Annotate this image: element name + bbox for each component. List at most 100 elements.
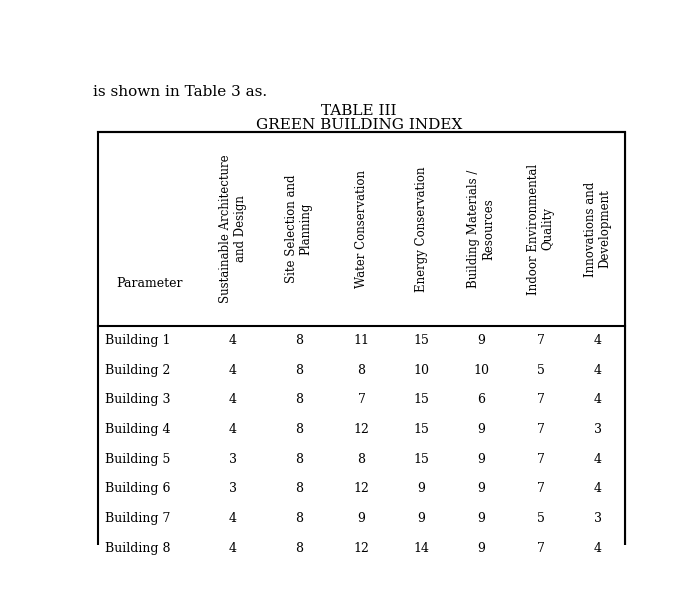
Text: 3: 3: [594, 512, 602, 525]
Text: 8: 8: [358, 364, 365, 376]
Bar: [570, 355, 624, 385]
Bar: [266, 534, 332, 563]
Text: Building 6: Building 6: [105, 482, 170, 495]
Text: 8: 8: [295, 512, 302, 525]
Bar: [570, 326, 624, 355]
Bar: [200, 474, 266, 504]
Bar: [266, 504, 332, 534]
Bar: [452, 355, 511, 385]
Bar: [200, 355, 266, 385]
Text: 4: 4: [594, 482, 602, 495]
Text: 12: 12: [354, 423, 370, 436]
Text: 12: 12: [354, 542, 370, 554]
Text: GREEN BUILDING INDEX: GREEN BUILDING INDEX: [256, 118, 462, 132]
Bar: [200, 385, 266, 414]
Bar: [266, 474, 332, 504]
Text: 7: 7: [537, 423, 545, 436]
Bar: [200, 504, 266, 534]
Text: 9: 9: [477, 542, 485, 554]
Text: 4: 4: [229, 512, 237, 525]
Text: 8: 8: [295, 542, 302, 554]
Text: 9: 9: [477, 334, 485, 347]
Text: 12: 12: [354, 482, 370, 495]
Bar: [266, 414, 332, 444]
Bar: [511, 504, 570, 534]
Text: 9: 9: [417, 482, 425, 495]
Bar: [200, 444, 266, 474]
Text: 11: 11: [354, 334, 370, 347]
Text: 5: 5: [537, 512, 545, 525]
Text: 8: 8: [358, 453, 365, 466]
Text: 15: 15: [413, 394, 429, 406]
Bar: [452, 444, 511, 474]
Text: 7: 7: [537, 453, 545, 466]
Text: Building Materials /
Resources: Building Materials / Resources: [467, 170, 495, 288]
Bar: [98, 444, 200, 474]
Text: 4: 4: [594, 542, 602, 554]
Text: 4: 4: [594, 453, 602, 466]
Text: Building 7: Building 7: [105, 512, 170, 525]
Text: 15: 15: [413, 334, 429, 347]
Text: 7: 7: [537, 334, 545, 347]
Bar: [511, 474, 570, 504]
Text: 15: 15: [413, 423, 429, 436]
Bar: [391, 534, 452, 563]
Bar: [332, 444, 391, 474]
Text: 14: 14: [413, 542, 429, 554]
Bar: [391, 444, 452, 474]
Text: 8: 8: [295, 334, 302, 347]
Text: Building 2: Building 2: [105, 364, 170, 376]
Text: 8: 8: [295, 423, 302, 436]
Bar: [511, 326, 570, 355]
Text: Parameter: Parameter: [116, 277, 183, 289]
Text: 3: 3: [229, 482, 237, 495]
Text: Building 4: Building 4: [105, 423, 170, 436]
Bar: [570, 132, 624, 326]
Text: 3: 3: [229, 453, 237, 466]
Bar: [200, 132, 266, 326]
Bar: [332, 534, 391, 563]
Bar: [391, 326, 452, 355]
Text: Water Conservation: Water Conservation: [355, 170, 368, 288]
Bar: [511, 534, 570, 563]
Bar: [98, 414, 200, 444]
Bar: [452, 326, 511, 355]
Bar: [332, 385, 391, 414]
Bar: [200, 534, 266, 563]
Text: 4: 4: [229, 542, 237, 554]
Bar: [266, 385, 332, 414]
Text: 7: 7: [537, 542, 545, 554]
Bar: [511, 444, 570, 474]
Bar: [332, 132, 391, 326]
Text: 8: 8: [295, 394, 302, 406]
Text: Sustainable Architecture
and Design: Sustainable Architecture and Design: [219, 155, 247, 304]
Bar: [511, 385, 570, 414]
Text: 4: 4: [229, 334, 237, 347]
Text: 3: 3: [594, 423, 602, 436]
Bar: [98, 474, 200, 504]
Text: Indoor Environmental
Quality: Indoor Environmental Quality: [527, 163, 555, 294]
Text: Building 8: Building 8: [105, 542, 170, 554]
Bar: [266, 355, 332, 385]
Bar: [98, 504, 200, 534]
Bar: [452, 504, 511, 534]
Text: 8: 8: [295, 453, 302, 466]
Text: 9: 9: [477, 453, 485, 466]
Bar: [391, 414, 452, 444]
Bar: [570, 474, 624, 504]
Bar: [570, 504, 624, 534]
Text: 9: 9: [477, 482, 485, 495]
Bar: [98, 385, 200, 414]
Bar: [332, 474, 391, 504]
Text: Site Selection and
Planning: Site Selection and Planning: [285, 174, 313, 283]
Text: 4: 4: [594, 334, 602, 347]
Text: 7: 7: [358, 394, 365, 406]
Text: 7: 7: [537, 394, 545, 406]
Bar: [511, 414, 570, 444]
Bar: [511, 132, 570, 326]
Bar: [452, 414, 511, 444]
Bar: [452, 132, 511, 326]
Text: 10: 10: [413, 364, 429, 376]
Bar: [570, 444, 624, 474]
Bar: [332, 355, 391, 385]
